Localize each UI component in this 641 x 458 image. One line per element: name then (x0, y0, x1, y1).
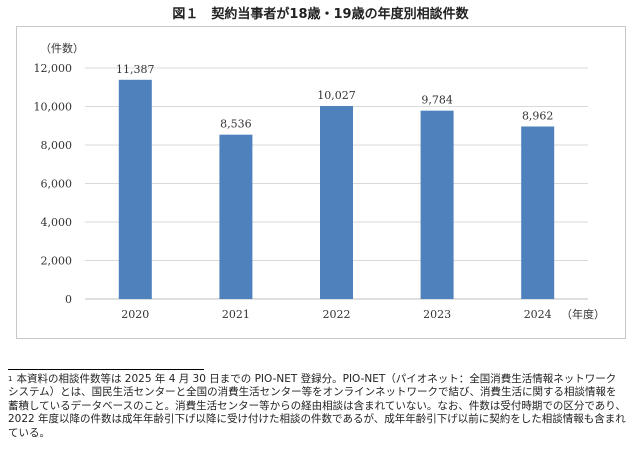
data-label: 8,536 (220, 118, 252, 131)
data-label: 10,027 (317, 89, 356, 102)
data-label: 9,784 (421, 94, 453, 107)
bar (320, 105, 353, 299)
footnote-divider (8, 369, 204, 370)
bar-chart: 0 2,000 4,000 6,000 8,000 10,000 12,000 （件数） 11,… (34, 42, 606, 321)
data-label: 11,387 (116, 63, 155, 76)
bar (118, 79, 152, 299)
x-tick-label: 2021 (222, 308, 250, 321)
chart-title: 図１ 契約当事者が18歳・19歳の年度別相談件数 (172, 7, 469, 22)
y-tick-label: 6,000 (41, 178, 73, 191)
x-axis-label: （年度） (561, 307, 605, 321)
chart-frame (16, 26, 626, 339)
footnote-text: 本資料の相談件数等は 2025 年 4 月 30 日までの PIO-NET 登録… (8, 373, 626, 439)
y-tick-label: 4,000 (41, 216, 73, 229)
y-tick-label: 0 (65, 293, 72, 306)
y-axis-label: （件数） (40, 42, 84, 55)
footnote: 1 本資料の相談件数等は 2025 年 4 月 30 日までの PIO-NET 登… (8, 373, 626, 440)
bar (521, 126, 555, 299)
footnote-number: 1 (8, 375, 13, 383)
bar (219, 134, 253, 299)
x-tick-label: 2023 (423, 308, 451, 321)
x-tick-label: 2024 (524, 308, 552, 321)
y-tick-label: 12,000 (34, 62, 73, 75)
y-tick-label: 10,000 (34, 101, 73, 114)
x-tick-label: 2020 (121, 308, 149, 321)
data-label: 8,962 (522, 109, 554, 122)
bar (420, 110, 454, 300)
x-tick-label: 2022 (323, 308, 351, 321)
y-tick-label: 8,000 (41, 139, 73, 152)
y-tick-label: 2,000 (41, 255, 73, 268)
